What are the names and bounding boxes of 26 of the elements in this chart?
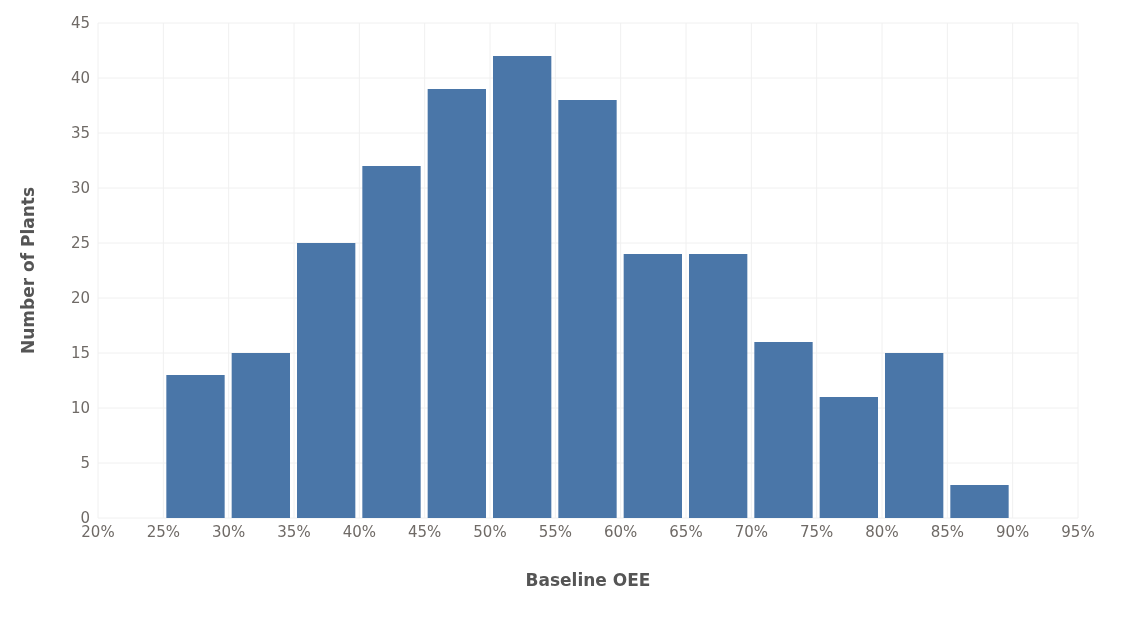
y-tick-label: 30 (70, 179, 90, 198)
y-tick-label: 15 (70, 344, 90, 363)
x-tick-label: 45% (407, 522, 442, 541)
x-tick-label: 95% (1061, 522, 1095, 541)
x-tick-label: 70% (734, 522, 769, 541)
x-tick-label: 40% (342, 522, 377, 541)
x-tick-label: 65% (669, 522, 703, 541)
x-tick-label: 35% (277, 522, 311, 541)
x-axis-title: Baseline OEE (525, 570, 651, 590)
x-tick-label: 75% (799, 522, 834, 541)
y-tick-label: 25 (70, 234, 90, 253)
x-tick-label: 55% (538, 522, 573, 541)
x-tick-label: 85% (930, 522, 965, 541)
y-tick-label: 10 (70, 399, 90, 418)
y-tick-label: 35 (70, 124, 90, 143)
x-tick-label: 60% (603, 522, 638, 541)
y-tick-label: 20 (70, 289, 90, 308)
x-tick-label: 90% (995, 522, 1030, 541)
y-tick-label: 40 (70, 69, 90, 88)
x-tick-label: 30% (211, 522, 246, 541)
x-tick-label: 25% (146, 522, 181, 541)
x-tick-label: 80% (865, 522, 899, 541)
y-tick-label: 45 (70, 14, 90, 33)
y-tick-label: 5 (80, 454, 90, 473)
y-axis-title: Number of Plants (18, 186, 39, 355)
x-tick-label: 50% (473, 522, 507, 541)
